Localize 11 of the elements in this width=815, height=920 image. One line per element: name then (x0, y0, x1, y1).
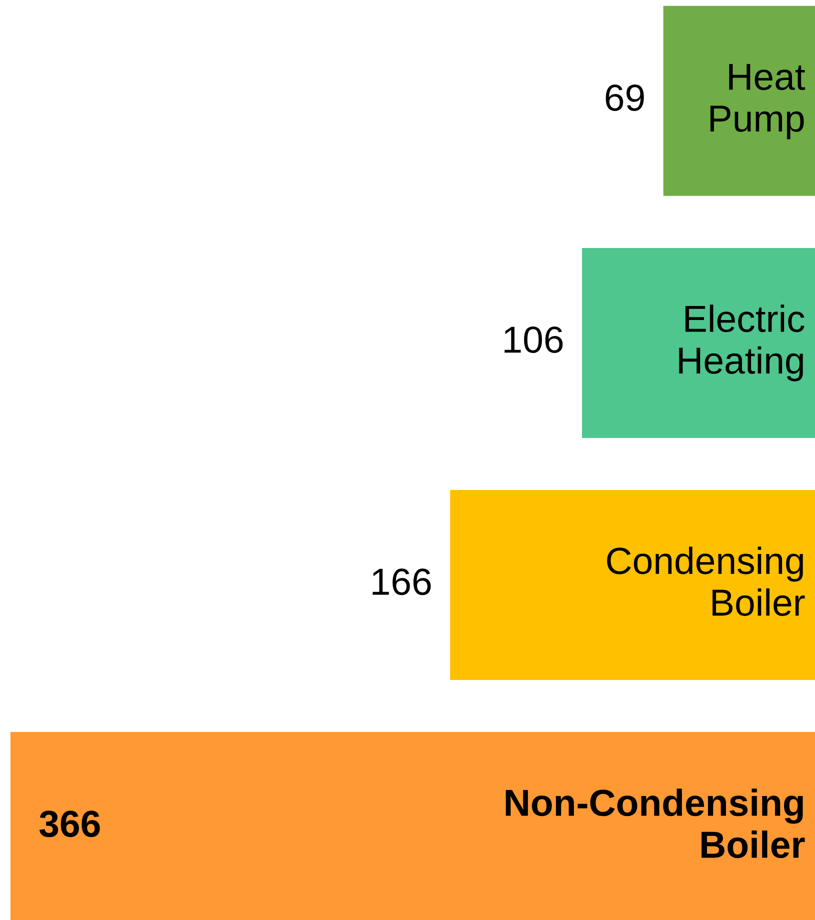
y-tick-label: Heat Pump (710, 64, 806, 140)
bar (450, 490, 815, 680)
data-label: 106 (504, 326, 563, 354)
bar (663, 6, 815, 196)
data-label: 366 (39, 810, 100, 838)
y-tick-label: Electric Heating (679, 304, 804, 382)
y-tick-label: Non-Condensing Boiler (506, 788, 805, 858)
data-label: 166 (372, 568, 431, 596)
data-label: 69 (606, 84, 644, 111)
bar (582, 248, 815, 438)
y-tick-label: Condensing Boiler (607, 546, 805, 616)
